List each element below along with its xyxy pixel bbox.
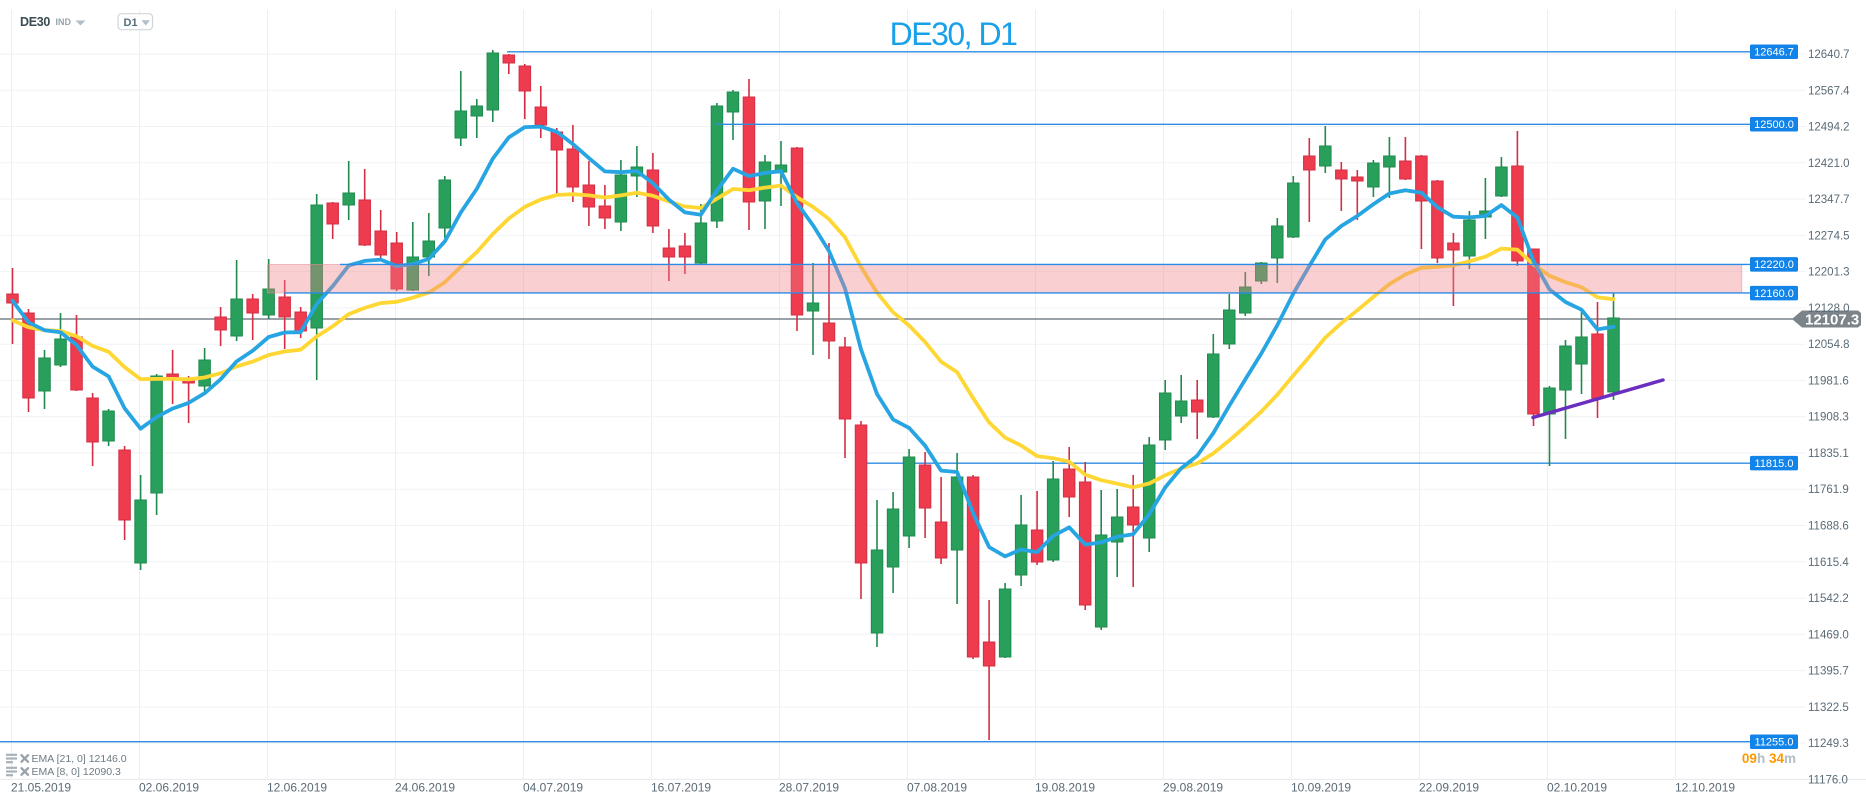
svg-text:12500.0: 12500.0 <box>1754 119 1794 131</box>
svg-text:28.07.2019: 28.07.2019 <box>779 781 839 795</box>
svg-text:11469.0: 11469.0 <box>1808 629 1849 641</box>
svg-text:12.06.2019: 12.06.2019 <box>267 781 327 795</box>
svg-text:12646.7: 12646.7 <box>1754 47 1794 59</box>
svg-text:11835.1: 11835.1 <box>1808 448 1849 460</box>
svg-text:D1: D1 <box>124 17 138 29</box>
svg-text:11761.9: 11761.9 <box>1808 484 1849 496</box>
svg-text:24.06.2019: 24.06.2019 <box>395 781 455 795</box>
svg-text:EMA [8, 0] 12090.3: EMA [8, 0] 12090.3 <box>32 766 121 778</box>
svg-text:07.08.2019: 07.08.2019 <box>907 781 967 795</box>
svg-text:12567.4: 12567.4 <box>1808 85 1850 97</box>
svg-text:11176.0: 11176.0 <box>1808 774 1848 786</box>
svg-text:12274.5: 12274.5 <box>1808 230 1850 242</box>
svg-text:12201.3: 12201.3 <box>1808 267 1850 279</box>
svg-text:12054.8: 12054.8 <box>1808 339 1850 351</box>
svg-text:19.08.2019: 19.08.2019 <box>1035 781 1095 795</box>
svg-text:11688.6: 11688.6 <box>1808 521 1849 533</box>
svg-text:16.07.2019: 16.07.2019 <box>651 781 711 795</box>
svg-text:12.10.2019: 12.10.2019 <box>1675 781 1735 795</box>
svg-text:22.09.2019: 22.09.2019 <box>1419 781 1479 795</box>
svg-text:11249.3: 11249.3 <box>1808 738 1849 750</box>
svg-text:12347.7: 12347.7 <box>1808 194 1850 206</box>
svg-text:DE30: DE30 <box>20 15 50 29</box>
svg-text:12128.0: 12128.0 <box>1808 303 1850 315</box>
svg-text:12160.0: 12160.0 <box>1754 288 1794 300</box>
svg-text:12494.2: 12494.2 <box>1808 122 1850 134</box>
svg-text:11981.6: 11981.6 <box>1808 375 1849 387</box>
svg-text:02.10.2019: 02.10.2019 <box>1547 781 1607 795</box>
svg-text:21.05.2019: 21.05.2019 <box>11 781 71 795</box>
svg-text:11908.3: 11908.3 <box>1808 412 1849 424</box>
svg-text:11322.5: 11322.5 <box>1808 702 1849 714</box>
svg-text:IND: IND <box>56 17 72 27</box>
svg-text:04.07.2019: 04.07.2019 <box>523 781 583 795</box>
svg-text:29.08.2019: 29.08.2019 <box>1163 781 1223 795</box>
svg-text:12220.0: 12220.0 <box>1754 259 1794 271</box>
svg-text:11815.0: 11815.0 <box>1755 458 1794 470</box>
svg-text:11542.2: 11542.2 <box>1808 593 1849 605</box>
svg-text:02.06.2019: 02.06.2019 <box>139 781 199 795</box>
svg-text:EMA [21, 0] 12146.0: EMA [21, 0] 12146.0 <box>32 753 127 765</box>
svg-text:10.09.2019: 10.09.2019 <box>1291 781 1351 795</box>
svg-text:11255.0: 11255.0 <box>1755 737 1794 749</box>
svg-text:11395.7: 11395.7 <box>1808 666 1849 678</box>
svg-text:12421.0: 12421.0 <box>1808 158 1850 170</box>
svg-text:12107.3: 12107.3 <box>1805 312 1859 329</box>
svg-text:DE30, D1: DE30, D1 <box>890 16 1017 52</box>
svg-text:12640.7: 12640.7 <box>1808 49 1850 61</box>
svg-text:11615.4: 11615.4 <box>1808 557 1849 569</box>
svg-text:09h 34m: 09h 34m <box>1742 751 1796 766</box>
